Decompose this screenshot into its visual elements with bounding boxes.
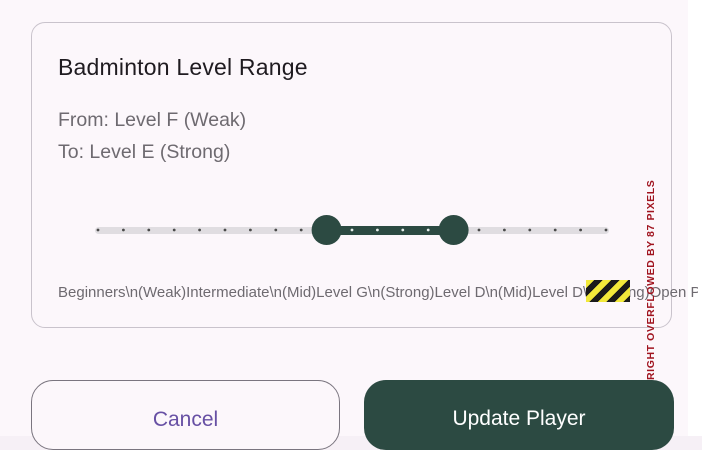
slider-start-thumb[interactable]: [311, 215, 342, 245]
slider-tick: [122, 228, 125, 232]
slider-tick: [579, 228, 582, 232]
slider-end-thumb[interactable]: [438, 215, 469, 245]
slider-tick: [147, 228, 151, 232]
slider-tick: [299, 228, 303, 232]
update-player-button-label: Update Player: [452, 407, 586, 430]
slider-tick: [172, 228, 176, 232]
cancel-button[interactable]: Cancel: [31, 380, 340, 450]
slider-tick: [401, 228, 405, 232]
cancel-button-label: Cancel: [152, 408, 219, 431]
slider-tick: [426, 228, 430, 232]
slider-tick: [503, 228, 506, 232]
slider-tick: [274, 228, 278, 232]
slider-tick: [96, 228, 100, 232]
slider-tick: [249, 228, 252, 232]
slider-tick: [376, 228, 379, 232]
slider-labels-row: Beginners\n(Weak)Intermediate\n(Mid)Leve…: [58, 284, 698, 301]
slider-active-track: [326, 226, 454, 235]
slider-tick: [604, 228, 608, 232]
slider-tick: [350, 228, 354, 232]
slider-tick: [198, 228, 202, 232]
slider-tick: [477, 228, 481, 232]
update-player-button[interactable]: Update Player: [364, 380, 674, 450]
slider-tick: [223, 228, 227, 232]
slider-tick: [553, 228, 557, 232]
level-range-slider[interactable]: [0, 0, 702, 436]
card-title: Badminton Level Range: [58, 54, 308, 80]
screen-edge: [688, 0, 702, 436]
slider-tick: [528, 228, 532, 232]
overflow-warning-text: RIGHT OVERFLOWED BY 87 PIXELS: [645, 179, 657, 380]
slider-ticks: [96, 228, 608, 232]
to-level-text: To: Level E (Strong): [58, 141, 231, 163]
level-range-card: [31, 22, 672, 328]
from-level-text: From: Level F (Weak): [58, 109, 247, 131]
overflow-indicator-stripe: [586, 280, 630, 302]
